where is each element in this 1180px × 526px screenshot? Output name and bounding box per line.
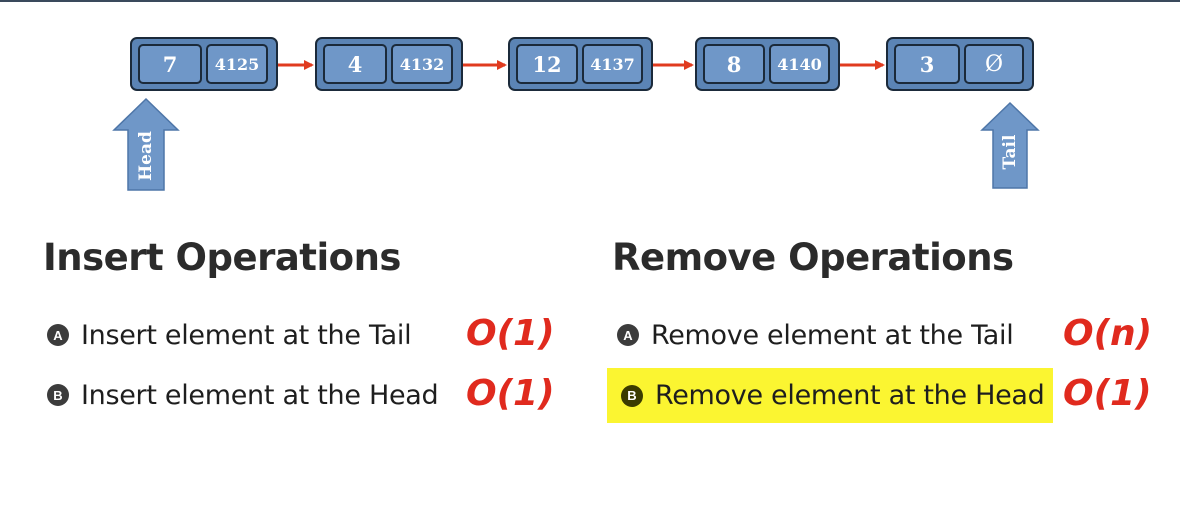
- operation-label: Remove element at the Tail: [651, 319, 1014, 351]
- node-next-address: 4132: [391, 44, 453, 84]
- node-value: 12: [516, 44, 578, 84]
- list-node: 8 4140: [695, 37, 840, 91]
- complexity-label: O(1): [1063, 373, 1152, 414]
- option-badge: A: [47, 324, 69, 346]
- list-node: 7 4125: [130, 37, 278, 91]
- list-node: 4 4132: [315, 37, 463, 91]
- tail-pointer-arrow: [980, 101, 1040, 189]
- complexity-label: O(n): [1063, 313, 1153, 354]
- node-value: 8: [703, 44, 765, 84]
- head-label: Head: [136, 131, 156, 181]
- tail-label: Tail: [1000, 134, 1020, 170]
- node-next-address: 4137: [582, 44, 643, 84]
- complexity-label: O(1): [466, 373, 555, 414]
- node-value: 3: [894, 44, 960, 84]
- top-border: [0, 0, 1180, 2]
- operation-label: Insert element at the Head: [81, 379, 439, 411]
- node-next-null: Ø: [964, 44, 1024, 84]
- remove-op-row: A Remove element at the Tail: [617, 309, 1014, 361]
- node-next-address: 4140: [769, 44, 830, 84]
- list-node: 12 4137: [508, 37, 653, 91]
- insert-operations-title: Insert Operations: [43, 236, 401, 279]
- option-badge: A: [617, 324, 639, 346]
- list-node: 3 Ø: [886, 37, 1034, 91]
- option-badge: B: [47, 384, 69, 406]
- node-next-address: 4125: [206, 44, 268, 84]
- insert-op-row: A Insert element at the Tail: [47, 309, 412, 361]
- insert-op-row: B Insert element at the Head: [47, 369, 439, 421]
- remove-operations-title: Remove Operations: [612, 236, 1014, 279]
- remove-op-row-highlighted: B Remove element at the Head: [607, 368, 1053, 423]
- operation-label: Insert element at the Tail: [81, 319, 412, 351]
- head-pointer-arrow: [112, 97, 180, 191]
- option-badge: B: [621, 384, 643, 407]
- node-value: 4: [323, 44, 387, 84]
- complexity-label: O(1): [466, 313, 555, 354]
- node-value: 7: [138, 44, 202, 84]
- operation-label: Remove element at the Head: [655, 380, 1045, 411]
- diagram-arrows: [112, 60, 1040, 191]
